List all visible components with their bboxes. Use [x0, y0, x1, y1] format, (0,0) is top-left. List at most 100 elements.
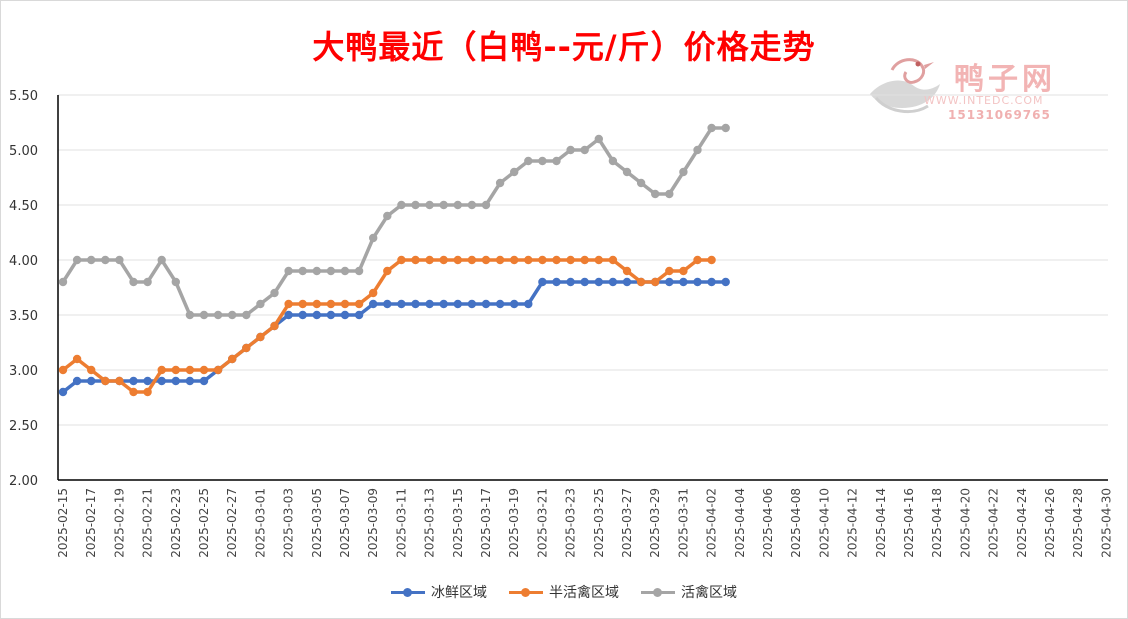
data-point: [340, 299, 350, 309]
data-point: [453, 299, 462, 309]
x-tick-label: 2025-03-23: [564, 488, 578, 558]
data-point: [354, 310, 364, 320]
y-tick-labels: 2.00 2.50 3.00 3.50 4.00 4.50 5.00 5.50: [9, 89, 38, 489]
data-point: [72, 255, 82, 265]
x-tick-label: 2025-04-20: [958, 488, 972, 558]
data-point: [510, 299, 519, 309]
x-tick-label: 2025-02-17: [84, 488, 98, 558]
y-tick-label: 4.00: [9, 254, 38, 269]
data-point: [284, 299, 293, 309]
data-point: [256, 332, 265, 342]
data-point: [228, 310, 237, 320]
axes: [57, 95, 1108, 481]
x-tick-label: 2025-04-16: [902, 488, 916, 558]
data-point: [185, 376, 195, 386]
data-point: [495, 299, 505, 309]
data-point: [157, 365, 166, 375]
data-point: [256, 299, 265, 309]
data-point: [524, 156, 533, 166]
data-point: [199, 365, 209, 375]
y-tick-label: 5.00: [9, 144, 38, 159]
data-point: [411, 200, 420, 210]
x-tick-label: 2025-02-21: [141, 488, 155, 558]
data-point: [467, 299, 477, 309]
series-line: [61, 126, 726, 317]
legend-label: 半活禽区域: [549, 585, 619, 601]
data-point: [58, 387, 68, 397]
duck-logo-icon: [870, 58, 940, 114]
data-point: [411, 255, 420, 265]
data-point: [467, 200, 477, 210]
watermark: 鸭子网 WWW.INTEDC.COM 15131069765: [862, 50, 1092, 122]
data-point: [524, 255, 533, 265]
data-point: [524, 299, 533, 309]
data-point: [284, 266, 293, 276]
data-point: [651, 277, 660, 287]
data-point: [397, 255, 406, 265]
data-point: [594, 134, 603, 144]
x-tick-labels: 2025-02-15 2025-02-17 2025-02-19 2025-02-21…: [56, 488, 1113, 558]
x-tick-label: 2025-02-19: [112, 488, 126, 558]
y-tick-label: 2.00: [9, 474, 38, 489]
data-point: [679, 266, 688, 276]
data-point: [580, 277, 589, 287]
data-point: [270, 321, 279, 331]
data-point: [636, 277, 646, 287]
x-tick-label: 2025-02-15: [56, 488, 70, 558]
data-point: [143, 277, 152, 287]
data-point: [369, 299, 378, 309]
data-point: [411, 299, 420, 309]
data-point: [552, 156, 561, 166]
data-point: [552, 255, 561, 265]
series-活禽区域: [58, 123, 730, 320]
watermark-logo-text: 鸭子网: [954, 62, 1056, 97]
data-point: [115, 376, 124, 386]
data-point: [72, 376, 82, 386]
data-point: [228, 354, 237, 364]
data-point: [298, 310, 307, 320]
data-point: [538, 277, 547, 287]
watermark-phone: 15131069765: [948, 108, 1051, 122]
data-point: [622, 167, 632, 177]
data-point: [354, 299, 364, 309]
data-point: [143, 376, 152, 386]
data-point: [566, 255, 575, 265]
data-point: [453, 255, 462, 265]
legend-label: 活禽区域: [681, 585, 737, 601]
data-point: [129, 376, 138, 386]
data-point: [101, 255, 110, 265]
x-tick-label: 2025-03-27: [620, 488, 634, 558]
x-tick-label: 2025-03-13: [423, 488, 437, 558]
data-point: [608, 277, 618, 287]
data-point: [721, 277, 730, 287]
data-point: [383, 266, 392, 276]
watermark-url: WWW.INTEDC.COM: [924, 94, 1044, 107]
x-tick-label: 2025-04-10: [817, 488, 831, 558]
x-tick-label: 2025-04-28: [1071, 488, 1085, 558]
y-tick-label: 3.00: [9, 364, 38, 379]
data-point: [594, 255, 603, 265]
x-tick-label: 2025-04-26: [1043, 488, 1057, 558]
y-tick-label: 4.50: [9, 199, 38, 214]
legend-swatch-icon: [509, 587, 543, 597]
legend-swatch-icon: [641, 587, 675, 597]
y-tick-label: 5.50: [9, 89, 38, 104]
x-tick-label: 2025-03-09: [366, 488, 380, 558]
x-tick-label: 2025-03-05: [310, 488, 324, 558]
x-tick-label: 2025-03-15: [451, 488, 465, 558]
x-tick-label: 2025-04-12: [846, 488, 860, 558]
x-tick-label: 2025-02-25: [197, 488, 211, 558]
data-point: [312, 310, 321, 320]
data-point: [171, 277, 180, 287]
data-point: [566, 277, 575, 287]
data-point: [354, 266, 364, 276]
data-point: [115, 255, 124, 265]
x-tick-label: 2025-03-21: [535, 488, 549, 558]
legend-item: 半活禽区域: [509, 582, 619, 602]
x-tick-label: 2025-04-02: [705, 488, 719, 558]
data-point: [425, 299, 434, 309]
data-point: [665, 277, 674, 287]
x-tick-label: 2025-04-06: [761, 488, 775, 558]
data-point: [538, 156, 547, 166]
